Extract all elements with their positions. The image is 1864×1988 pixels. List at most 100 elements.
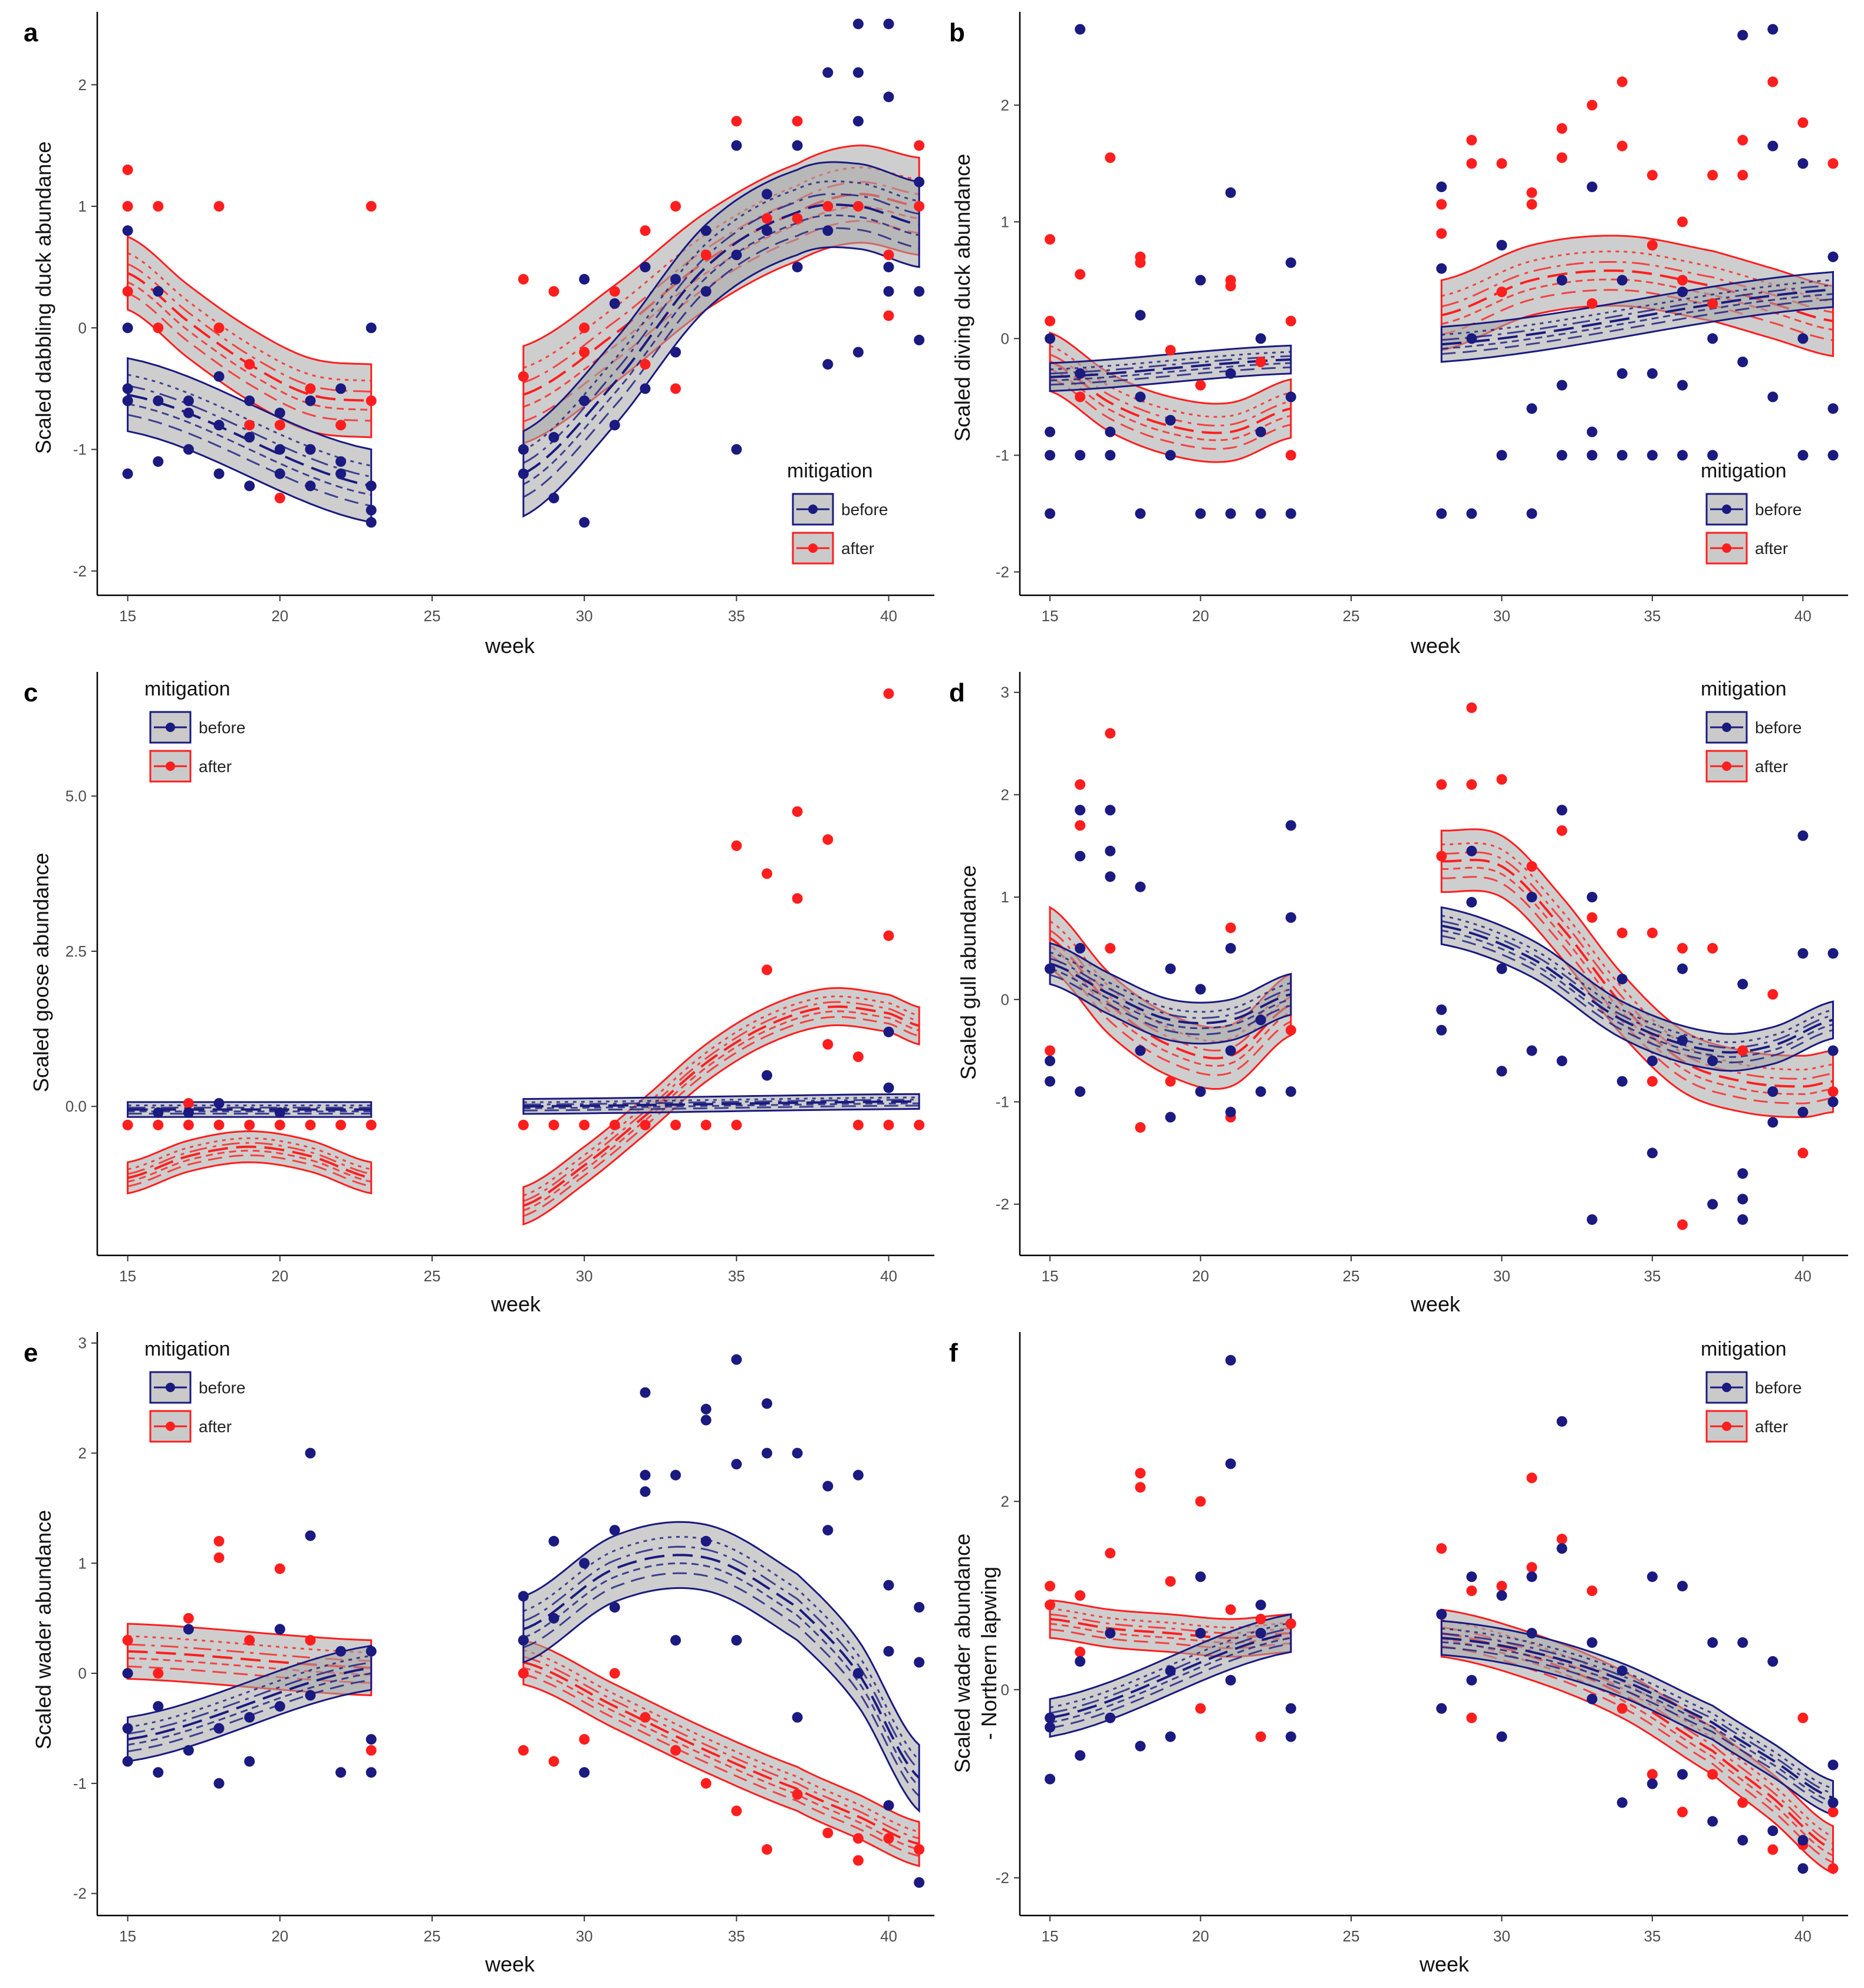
point-before <box>609 1525 620 1536</box>
point-before <box>1646 1056 1658 1066</box>
fit-variant-before-0-3 <box>127 374 372 467</box>
point-before <box>122 395 133 406</box>
point-after <box>609 1668 620 1679</box>
y-tick-label: 0 <box>1001 991 1009 1008</box>
point-before <box>1797 948 1809 959</box>
point-before <box>731 1354 742 1365</box>
point-after <box>122 164 133 176</box>
fit-variant-before-1-3 <box>1441 1627 1833 1790</box>
point-before <box>518 444 529 455</box>
panel-e-plot: 15 20 25 30 35 40 -2 -1 0 1 2 3 mitigation before afte… <box>73 1332 934 1945</box>
point-after <box>1767 989 1779 1000</box>
point-before <box>700 1403 712 1415</box>
point-after <box>762 1844 772 1855</box>
x-tick-label: 35 <box>728 607 745 625</box>
point-before <box>1556 1416 1567 1427</box>
point-before <box>1556 380 1567 391</box>
fit-variant-before-1-1 <box>523 214 920 486</box>
point-after <box>700 1778 712 1789</box>
point-before <box>792 140 803 151</box>
panel-e-tag: e <box>24 1338 38 1367</box>
point-after <box>1556 152 1567 163</box>
point-after <box>609 1119 620 1130</box>
x-tick-label: 20 <box>271 1927 288 1945</box>
y-tick-label: -2 <box>996 1195 1009 1213</box>
point-after <box>1556 825 1567 836</box>
point-before <box>762 1398 772 1409</box>
point-before <box>1526 403 1537 414</box>
point-before <box>579 517 590 528</box>
fit-variant-before-1-0 <box>523 1572 920 1797</box>
point-before <box>1767 1117 1779 1128</box>
fit-variant-after-1-2 <box>1441 261 1833 314</box>
panel-b-tag: b <box>949 18 965 47</box>
point-after <box>852 1051 864 1062</box>
point-before <box>1737 357 1748 367</box>
point-before <box>365 517 377 528</box>
point-before <box>1526 892 1537 903</box>
fit-line-before-0 <box>1049 962 1292 1025</box>
point-before <box>1195 275 1206 286</box>
point-before <box>1225 1458 1236 1469</box>
point-after <box>1466 779 1477 790</box>
point-after <box>244 1119 255 1130</box>
x-tick-label: 20 <box>1192 1267 1209 1285</box>
point-before <box>1075 368 1086 379</box>
point-after <box>1466 1585 1477 1597</box>
point-after <box>1707 170 1718 181</box>
panel-f-xlabel: week <box>1419 1952 1470 1976</box>
point-before <box>1616 1665 1628 1676</box>
point-before <box>365 480 377 492</box>
point-before <box>1165 450 1176 461</box>
point-before <box>883 1800 894 1811</box>
x-tick-label: 30 <box>1493 1267 1510 1285</box>
point-after <box>792 806 803 817</box>
point-after <box>1677 275 1688 286</box>
point-after <box>1165 345 1176 356</box>
legend-key-dot <box>1722 1383 1731 1392</box>
point-before <box>1075 450 1086 461</box>
point-after <box>335 420 347 431</box>
fit-variant-before-0-1 <box>127 403 372 496</box>
point-before <box>183 444 194 455</box>
point-before <box>183 1745 194 1756</box>
x-tick-label: 35 <box>728 1927 745 1945</box>
point-before <box>1045 1712 1056 1723</box>
point-before <box>1165 1665 1176 1676</box>
y-tick-label: 5.0 <box>65 787 87 805</box>
point-after <box>1677 216 1688 228</box>
point-before <box>1255 508 1266 519</box>
legend: mitigation before after <box>1701 678 1802 783</box>
point-before <box>122 1668 133 1679</box>
point-before <box>1135 1740 1146 1752</box>
panel-a-ylabel: Scaled dabbling duck abundance <box>31 141 55 454</box>
point-before <box>1767 24 1779 35</box>
point-before <box>1165 1112 1176 1123</box>
fit-variant-after-1-3 <box>523 1649 920 1833</box>
point-after <box>1827 158 1839 169</box>
point-after <box>1045 1600 1056 1611</box>
point-before <box>579 1558 590 1569</box>
x-tick-label: 25 <box>424 1267 441 1285</box>
point-after <box>1496 774 1507 785</box>
point-before <box>1105 1712 1116 1723</box>
legend-label-before: before <box>199 1379 245 1397</box>
x-tick-label: 35 <box>728 1267 745 1285</box>
point-after <box>1466 158 1477 169</box>
y-tick-label: 2 <box>1001 96 1009 114</box>
point-before <box>365 505 377 516</box>
point-before <box>1677 286 1688 298</box>
point-before <box>1285 912 1296 923</box>
point-after <box>1075 391 1086 403</box>
point-before <box>1285 1703 1296 1714</box>
y-tick-label: -2 <box>996 1869 1009 1887</box>
legend-key-dot <box>1722 1422 1731 1431</box>
point-after <box>1496 1581 1507 1592</box>
point-before <box>1496 963 1507 974</box>
point-after <box>305 383 316 394</box>
point-after <box>1737 170 1748 181</box>
point-before <box>731 1635 742 1646</box>
point-before <box>1556 1543 1567 1554</box>
point-before <box>1436 1609 1447 1620</box>
